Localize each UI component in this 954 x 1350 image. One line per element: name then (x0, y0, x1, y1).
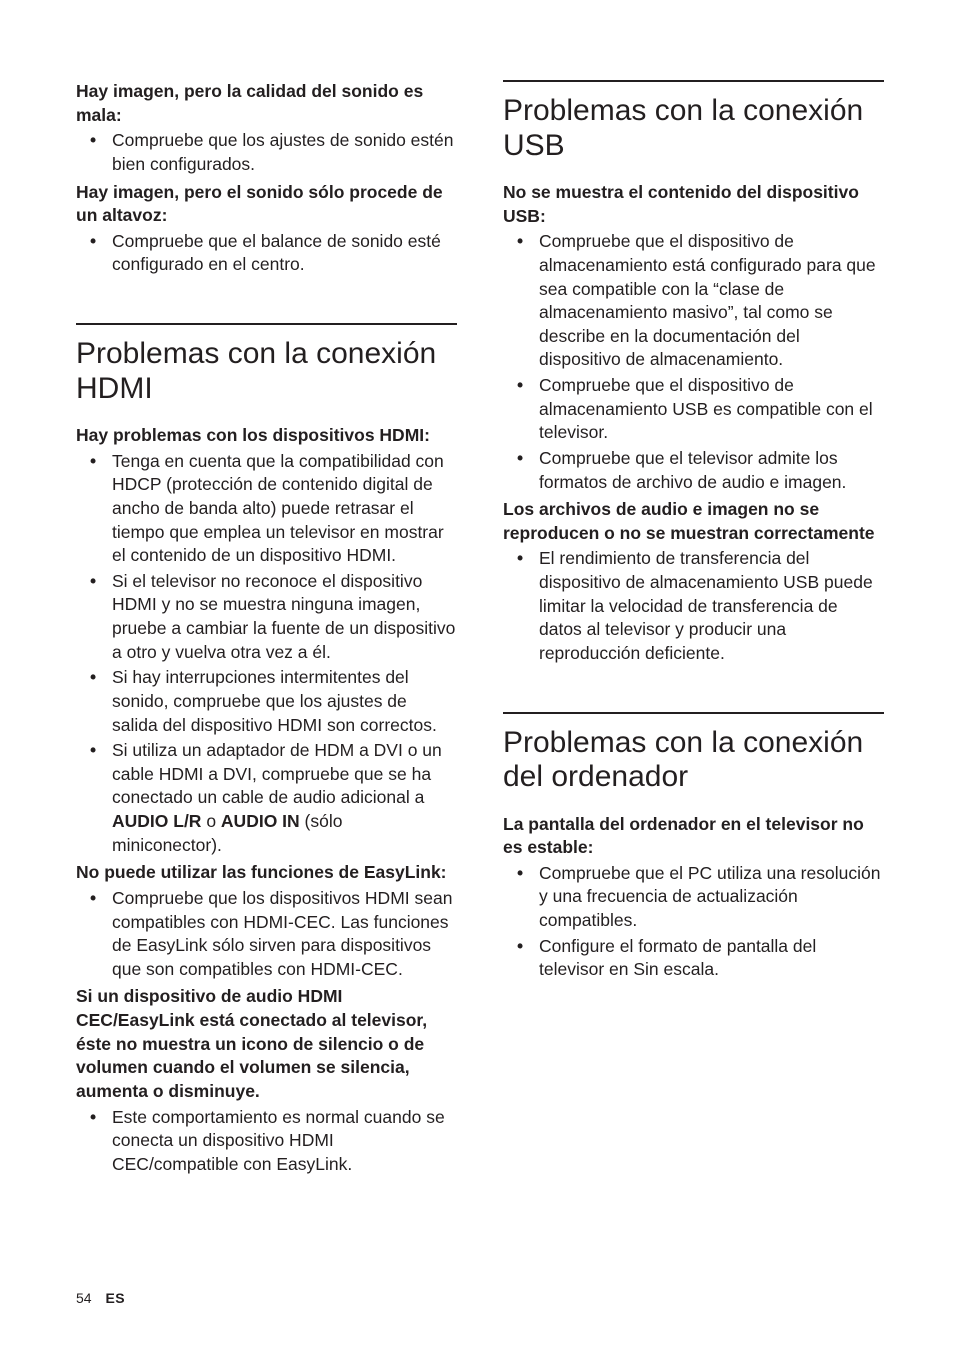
list-item: Compruebe que el dispositivo de almacena… (503, 230, 884, 372)
intro-heading-2: Hay imagen, pero el sonido sólo procede … (76, 181, 457, 228)
hdmi-list-2: Compruebe que los dispositivos HDMI sean… (76, 887, 457, 982)
usb-list-1: Compruebe que el dispositivo de almacena… (503, 230, 884, 494)
usb-sub-1: No se muestra el contenido del dispositi… (503, 181, 884, 228)
item-bold: AUDIO L/R (112, 811, 201, 831)
hdmi-sub-3: Si un dispositivo de audio HDMI CEC/Easy… (76, 985, 457, 1103)
item-text: Si utiliza un adaptador de HDM a DVI o u… (112, 740, 442, 807)
intro-list-1: Compruebe que los ajustes de sonido esté… (76, 129, 457, 176)
list-item: Si utiliza un adaptador de HDM a DVI o u… (76, 739, 457, 857)
list-item: Compruebe que el dispositivo de almacena… (503, 374, 884, 445)
section-heading-hdmi: Problemas con la conexión HDMI (76, 323, 457, 406)
two-column-layout: Hay imagen, pero la calidad del sonido e… (76, 80, 884, 1180)
right-column: Problemas con la conexión USB No se mues… (503, 80, 884, 1180)
left-column: Hay imagen, pero la calidad del sonido e… (76, 80, 457, 1180)
page-footer: 54 ES (76, 1290, 125, 1306)
list-item: Este comportamiento es normal cuando se … (76, 1106, 457, 1177)
intro-list-2: Compruebe que el balance de sonido esté … (76, 230, 457, 277)
pc-list-1: Compruebe que el PC utiliza una resoluci… (503, 862, 884, 982)
hdmi-sub-2: No puede utilizar las funciones de EasyL… (76, 861, 457, 885)
list-item: Compruebe que el balance de sonido esté … (76, 230, 457, 277)
list-item: Compruebe que el PC utiliza una resoluci… (503, 862, 884, 933)
list-item: Configure el formato de pantalla del tel… (503, 935, 884, 982)
page-number: 54 (76, 1290, 92, 1306)
intro-heading-1: Hay imagen, pero la calidad del sonido e… (76, 80, 457, 127)
item-text: o (201, 811, 220, 831)
section-heading-usb: Problemas con la conexión USB (503, 80, 884, 163)
usb-sub-2: Los archivos de audio e imagen no se rep… (503, 498, 884, 545)
list-item: Compruebe que los dispositivos HDMI sean… (76, 887, 457, 982)
section-heading-pc: Problemas con la conexión del ordenador (503, 712, 884, 795)
list-item: El rendimiento de transferencia del disp… (503, 547, 884, 665)
list-item: Tenga en cuenta que la compatibilidad co… (76, 450, 457, 568)
hdmi-list-3: Este comportamiento es normal cuando se … (76, 1106, 457, 1177)
list-item: Si hay interrupciones intermitentes del … (76, 666, 457, 737)
list-item: Compruebe que los ajustes de sonido esté… (76, 129, 457, 176)
list-item: Compruebe que el televisor admite los fo… (503, 447, 884, 494)
list-item: Si el televisor no reconoce el dispositi… (76, 570, 457, 665)
page-lang: ES (105, 1290, 125, 1306)
hdmi-list-1: Tenga en cuenta que la compatibilidad co… (76, 450, 457, 858)
usb-list-2: El rendimiento de transferencia del disp… (503, 547, 884, 665)
pc-sub-1: La pantalla del ordenador en el televiso… (503, 813, 884, 860)
hdmi-sub-1: Hay problemas con los dispositivos HDMI: (76, 424, 457, 448)
item-bold: AUDIO IN (221, 811, 300, 831)
